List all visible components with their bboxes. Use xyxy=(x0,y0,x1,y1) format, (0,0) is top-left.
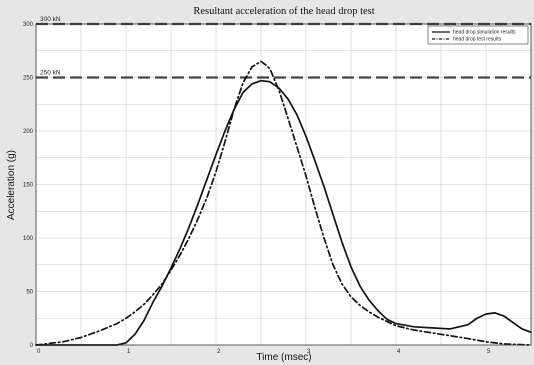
x-tick-label: 1 xyxy=(127,349,131,355)
plot-border xyxy=(35,23,532,346)
y-tick-label: 200 xyxy=(23,129,34,135)
chart-title: Resultant acceleration of the head drop … xyxy=(193,6,374,17)
x-tick-label: 3 xyxy=(307,349,311,355)
x-tick-label: 4 xyxy=(397,349,401,355)
y-tick-label: 150 xyxy=(23,183,34,189)
x-axis-label: Time (msec) xyxy=(256,352,311,363)
x-tick-label: 5 xyxy=(487,349,491,355)
series-line xyxy=(35,60,532,346)
y-tick-label: 250 xyxy=(23,76,34,82)
x-tick-label: 0 xyxy=(37,349,41,355)
reference-line-label: 250 kN xyxy=(40,70,61,77)
y-tick-label: 100 xyxy=(23,236,34,242)
legend-box xyxy=(427,25,529,45)
legend-entry: head drop simulation results xyxy=(453,30,516,36)
reference-line-label: 300 kN xyxy=(40,16,61,23)
series-lines xyxy=(35,60,532,346)
y-tick-label: 50 xyxy=(26,290,33,296)
y-tick-label: 0 xyxy=(30,343,34,349)
y-tick-label: 300 xyxy=(23,22,34,28)
x-tick-label: 2 xyxy=(217,349,221,355)
legend-entry: head drop test results xyxy=(453,37,502,43)
y-axis-label: Acceleration (g) xyxy=(6,150,17,220)
